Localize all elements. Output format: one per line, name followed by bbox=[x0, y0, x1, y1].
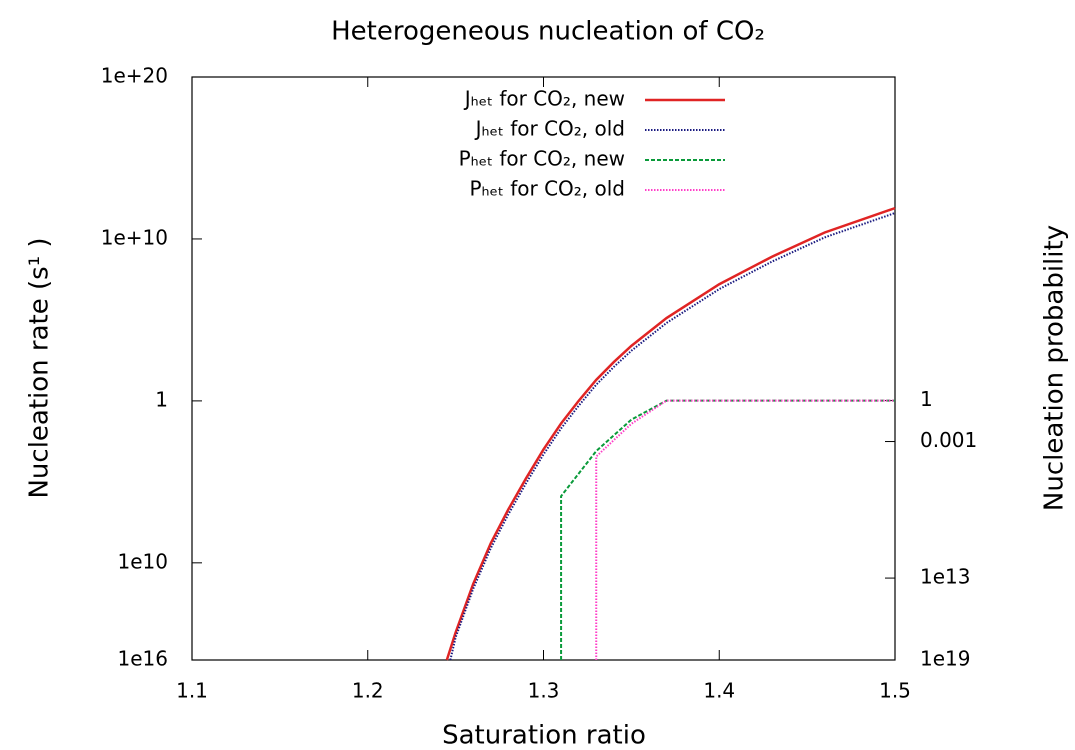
y-axis-label: Nucleation rate (s¹ ) bbox=[25, 237, 55, 498]
y2-tick-label: 1e13 bbox=[920, 565, 970, 589]
x-tick-label: 1.4 bbox=[703, 679, 735, 703]
legend-label: Jₕₑₜ for CO₂, old bbox=[474, 117, 625, 141]
chart-title: Heterogeneous nucleation of CO₂ bbox=[331, 17, 765, 47]
y2-tick-label: 1 bbox=[920, 387, 933, 411]
y2-tick-label: 0.001 bbox=[920, 428, 977, 452]
x-tick-label: 1.3 bbox=[528, 679, 560, 703]
x-axis-label: Saturation ratio bbox=[442, 721, 646, 750]
x-tick-label: 1.1 bbox=[176, 679, 208, 703]
y2-axis-label: Nucleation probability bbox=[1040, 225, 1070, 511]
series-line bbox=[445, 206, 896, 661]
y-tick-label: 1 bbox=[155, 387, 168, 411]
legend-label: Pₕₑₜ for CO₂, old bbox=[469, 177, 625, 201]
y-tick-label: 1e16 bbox=[118, 647, 168, 671]
legend-label: Jₕₑₜ for CO₂, new bbox=[463, 87, 625, 111]
y-tick-label: 1e+20 bbox=[101, 64, 168, 88]
y-tick-label: 1e+10 bbox=[101, 225, 168, 249]
series-line bbox=[595, 399, 895, 660]
y-tick-label: 1e10 bbox=[118, 549, 168, 573]
x-tick-label: 1.2 bbox=[352, 679, 384, 703]
series-line bbox=[449, 212, 896, 661]
x-tick-label: 1.5 bbox=[879, 679, 911, 703]
series-line bbox=[560, 399, 895, 660]
y2-tick-label: 1e19 bbox=[920, 647, 970, 671]
legend-label: Pₕₑₜ for CO₂, new bbox=[459, 147, 625, 171]
